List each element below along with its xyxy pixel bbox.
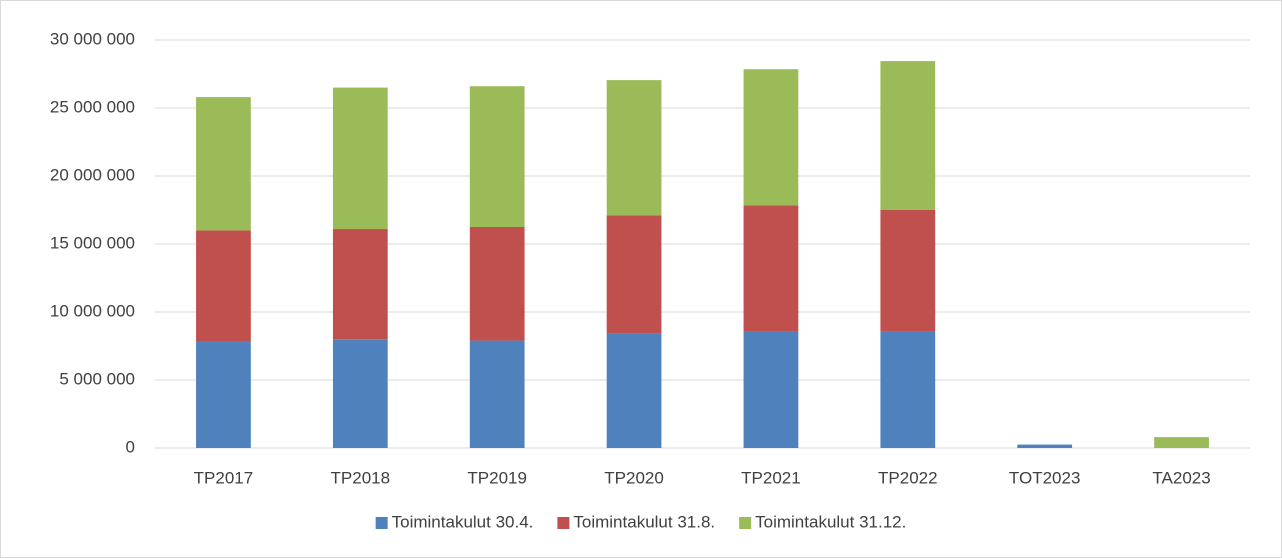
legend-label: Toimintakulut 30.4.: [392, 512, 534, 531]
x-tick-label: TP2018: [331, 468, 391, 487]
y-tick-label: 5 000 000: [59, 369, 135, 388]
x-tick-label: TP2019: [467, 468, 527, 487]
bar-segment: [880, 61, 936, 210]
bar-segment: [606, 333, 662, 448]
x-tick-label: TA2023: [1152, 468, 1210, 487]
bar-segment: [196, 97, 251, 231]
bar-segment: [332, 229, 388, 340]
x-tick-label: TP2022: [878, 468, 938, 487]
y-tick-label: 0: [126, 437, 135, 456]
bar-segment: [1154, 437, 1209, 448]
bar-segment: [880, 331, 936, 448]
y-tick-label: 20 000 000: [50, 165, 135, 184]
bar-segment: [606, 80, 662, 216]
x-tick-label: TP2017: [194, 468, 254, 487]
legend-swatch: [557, 517, 570, 529]
bar-segment: [1017, 444, 1073, 448]
legend-swatch: [375, 517, 388, 529]
bar-segment: [196, 341, 251, 448]
y-tick-label: 25 000 000: [50, 97, 135, 116]
bar-segment: [880, 210, 936, 332]
bar-segment: [196, 230, 251, 342]
x-tick-label: TP2020: [604, 468, 664, 487]
legend-label: Toimintakulut 31.8.: [573, 512, 715, 531]
bar-segment: [332, 87, 388, 230]
bar-segment: [469, 86, 525, 228]
bar-segment: [606, 215, 662, 334]
bar-segment: [469, 340, 525, 448]
legend-label: Toimintakulut 31.12.: [755, 512, 906, 531]
y-tick-label: 30 000 000: [50, 29, 135, 48]
bar-segment: [469, 227, 525, 341]
legend-swatch: [739, 517, 752, 529]
y-tick-label: 10 000 000: [50, 301, 135, 320]
y-tick-label: 15 000 000: [50, 233, 135, 252]
bar-segment: [743, 69, 799, 206]
bar-segment: [743, 205, 799, 332]
x-tick-label: TP2021: [741, 468, 801, 487]
bar-segment: [743, 331, 799, 448]
bar-segment: [332, 339, 388, 448]
x-tick-label: TOT2023: [1009, 468, 1081, 487]
